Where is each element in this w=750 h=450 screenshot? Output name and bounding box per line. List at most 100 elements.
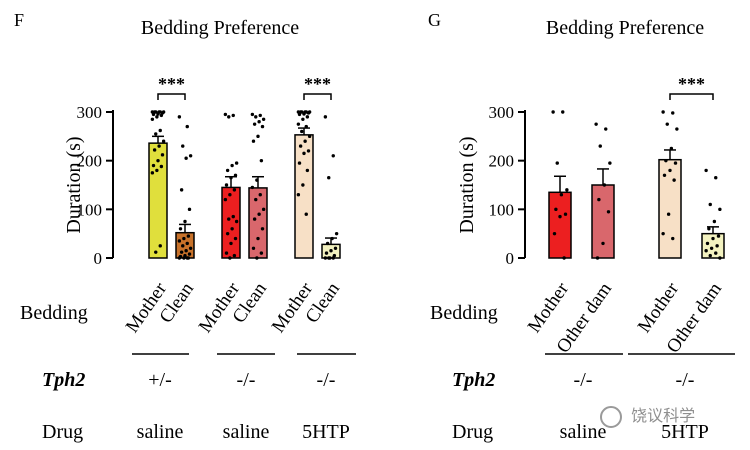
panel-g-data-point: [671, 236, 675, 241]
panel-f-data-point: [331, 256, 335, 260]
panel-f-data-point: [154, 132, 158, 136]
panel-f-data-point: [227, 115, 231, 119]
panel-g-data-point: [661, 110, 665, 114]
panel-f-data-point: [233, 236, 238, 241]
panel-g-data-point: [554, 207, 558, 212]
panel-f-data-point: [261, 207, 266, 212]
panel-g-data-point: [668, 168, 672, 173]
panel-g-data-point: [718, 256, 722, 260]
panel-f-y-tick-label: 200: [77, 152, 103, 171]
panel-f-y-tick-label: 300: [77, 103, 103, 122]
panel-g-y-tick-label: 200: [489, 152, 515, 171]
panel-g-label: G: [428, 10, 441, 30]
panel-f-data-point: [179, 250, 184, 254]
panel-g-data-point: [606, 210, 611, 214]
panel-f-data-point: [302, 112, 306, 116]
panel-f-data-point: [304, 124, 308, 129]
panel-g-data-point: [604, 127, 608, 131]
panel-f-data-point: [250, 112, 255, 117]
panel-f-data-point: [306, 149, 311, 153]
panel-f-data-point: [150, 171, 155, 175]
panel-f-data-point: [297, 112, 302, 117]
panel-g-data-point: [563, 212, 568, 216]
panel-f-row-label-drug: Drug: [42, 421, 83, 443]
panel-g-significance-bracket: [669, 93, 714, 100]
panel-g-drug-label: saline: [560, 421, 607, 443]
panel-f-data-point: [297, 161, 302, 165]
panel-f-significance-label: ***: [304, 74, 331, 94]
panel-f-data-point: [185, 124, 189, 129]
panel-g-data-point: [558, 214, 562, 219]
panel-g-significance-label: ***: [678, 74, 705, 94]
panel-f-data-point: [155, 115, 159, 119]
panel-f-y-axis-title: Duration (s): [63, 136, 85, 233]
panel-f-data-point: [161, 139, 166, 143]
panel-f-data-point: [304, 212, 308, 216]
panel-g-data-point: [665, 122, 669, 126]
panel-g-data-point: [551, 110, 555, 114]
panel-g-data-point: [672, 178, 676, 182]
panel-f-data-point: [181, 144, 185, 148]
panel-f-data-point: [229, 241, 233, 246]
panel-f-data-point: [232, 188, 237, 192]
panel-f-data-point: [160, 153, 165, 157]
panel-f-data-point: [301, 117, 305, 122]
panel-g-data-point: [595, 256, 600, 260]
panel-f-data-point: [186, 234, 191, 238]
panel-f-title: Bedding Preference: [141, 17, 299, 39]
panel-g-data-point: [597, 197, 601, 202]
panel-g-data-point: [718, 207, 722, 212]
panel-f-data-point: [255, 178, 259, 182]
panel-g-data-point: [562, 256, 566, 260]
panel-g-data-point: [716, 234, 721, 238]
panel-f-row-label-genotype: Tph2: [42, 369, 85, 391]
panel-f-data-point: [252, 122, 257, 126]
panel-f-data-point: [157, 144, 161, 148]
panel-f-row-label-bedding: Bedding: [20, 302, 88, 324]
panel-f-data-point: [223, 197, 228, 202]
panel-f-data-point: [231, 113, 235, 118]
panel-g-row-label-bedding: Bedding: [430, 302, 498, 324]
panel-f-data-point: [181, 244, 185, 248]
panel-f-data-point: [306, 111, 311, 115]
panel-f-data-point: [228, 256, 232, 260]
panel-f-data-point: [158, 244, 162, 248]
panel-f-drug-label: saline: [137, 421, 184, 443]
panel-g-data-point: [714, 251, 718, 255]
panel-f-data-point: [260, 124, 265, 129]
panel-g-data-point: [704, 249, 708, 253]
panel-f-data-point: [254, 115, 258, 119]
panel-f-data-point: [188, 246, 193, 250]
panel-f-data-point: [298, 144, 303, 148]
panel-f-data-point: [234, 219, 239, 224]
panel-g-bar: [548, 191, 572, 259]
panel-g-data-point: [662, 173, 667, 177]
panel-f-data-point: [327, 256, 331, 260]
panel-f-data-point: [330, 236, 334, 241]
panel-f-label: F: [14, 10, 24, 30]
panel-g-data-point: [714, 176, 718, 180]
panel-f-data-point: [151, 112, 156, 117]
panel-g-data-point: [708, 202, 712, 207]
panel-g-data-point: [704, 168, 708, 173]
panel-g-data-point: [671, 111, 675, 115]
panel-f-data-point: [303, 139, 307, 143]
panel-g-data-point: [707, 227, 711, 231]
panel-g-data-point: [565, 188, 569, 192]
panel-f-data-point: [152, 148, 157, 152]
panel-f-data-point: [156, 158, 160, 163]
panel-f-drug-label: saline: [223, 421, 270, 443]
panel-g-title: Bedding Preference: [546, 17, 704, 39]
panel-f-data-point: [333, 246, 338, 250]
panel-g-data-point: [715, 244, 719, 248]
panel-g-drug-label: 5HTP: [661, 421, 709, 443]
panel-f-significance-bracket: [303, 93, 332, 100]
panel-f-data-point: [259, 158, 264, 163]
panel-f-data-point: [260, 227, 265, 231]
panel-f-data-point: [187, 207, 192, 212]
panel-f-data-point: [224, 251, 229, 255]
panel-g-y-axis-title: Duration (s): [456, 136, 478, 233]
panel-f-data-point: [323, 115, 328, 119]
panel-f-data-point: [305, 168, 310, 173]
